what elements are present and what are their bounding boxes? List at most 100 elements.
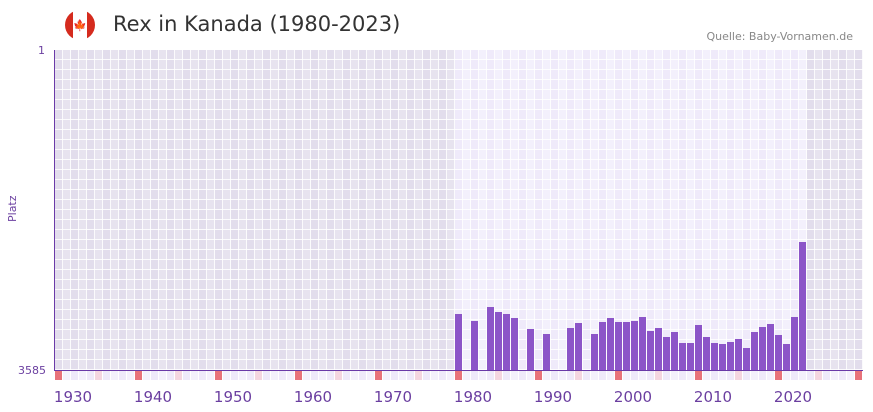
year-marker [727,371,734,380]
decade-marker [375,371,382,380]
bar-1991 [543,334,550,370]
half-decade-marker [495,371,502,380]
grid-column [431,50,439,370]
grid-column [447,50,455,370]
grid-column [703,50,711,370]
bar-2021 [783,344,790,370]
year-marker [839,371,846,380]
grid-column [463,50,471,370]
bar-1995 [575,323,582,370]
grid-column [567,50,575,370]
half-decade-marker [735,371,742,380]
year-marker [647,371,654,380]
year-marker [663,371,670,380]
grid-column [71,50,79,370]
grid-column [839,50,847,370]
bar-2011 [703,336,710,370]
year-marker [623,371,630,380]
half-decade-marker [815,371,822,380]
year-marker [239,371,246,380]
grid-column [391,50,399,370]
year-marker [823,371,830,380]
grid-column [583,50,591,370]
year-marker [247,371,254,380]
year-marker [111,371,118,380]
grid-column [143,50,151,370]
bar-1997 [591,334,598,370]
grid-column [215,50,223,370]
grid-column [759,50,767,370]
grid-column [527,50,535,370]
grid-column [551,50,559,370]
grid-column [543,50,551,370]
bar-2008 [679,343,686,370]
bar-2009 [687,343,694,370]
grid-column [263,50,271,370]
year-marker [351,371,358,380]
year-marker [391,371,398,380]
decade-marker [135,371,142,380]
grid-column [271,50,279,370]
grid-column [151,50,159,370]
grid-column [399,50,407,370]
grid-column [687,50,695,370]
x-tick-label: 1930 [53,388,93,406]
year-marker [327,371,334,380]
year-marker [167,371,174,380]
year-marker [559,371,566,380]
decade-marker [855,371,862,380]
grid-column [751,50,759,370]
year-marker [847,371,854,380]
grid-column [383,50,391,370]
half-decade-marker [335,371,342,380]
bar-1982 [471,320,478,370]
grid-column [111,50,119,370]
year-marker [159,371,166,380]
grid-column [223,50,231,370]
grid-column [559,50,567,370]
grid-column [727,50,735,370]
half-decade-marker [655,371,662,380]
year-marker [87,371,94,380]
bar-2002 [631,320,638,370]
grid-column [95,50,103,370]
year-marker [431,371,438,380]
grid-column [335,50,343,370]
year-marker [439,371,446,380]
grid-column [407,50,415,370]
grid-column [303,50,311,370]
grid-column [479,50,487,370]
year-marker [287,371,294,380]
year-marker [479,371,486,380]
bar-1980 [455,314,462,370]
grid-column [79,50,87,370]
year-marker [103,371,110,380]
grid-column [415,50,423,370]
year-marker [311,371,318,380]
grid-column [535,50,543,370]
year-marker [767,371,774,380]
grid-column [127,50,135,370]
year-marker [583,371,590,380]
half-decade-marker [575,371,582,380]
year-marker [471,371,478,380]
year-marker [271,371,278,380]
bar-1989 [527,329,534,370]
decade-marker [535,371,542,380]
bar-2022 [791,316,798,370]
bar-1999 [607,318,614,370]
year-marker [703,371,710,380]
bar-2010 [695,325,702,370]
decade-marker [615,371,622,380]
year-marker [759,371,766,380]
bar-1987 [511,318,518,370]
decade-marker [215,371,222,380]
decade-marker [55,371,62,380]
year-marker [831,371,838,380]
year-marker [527,371,534,380]
grid-column [199,50,207,370]
bar-1994 [567,328,574,370]
x-tick-label: 1970 [373,388,413,406]
grid-column [855,50,863,370]
grid-column [367,50,375,370]
